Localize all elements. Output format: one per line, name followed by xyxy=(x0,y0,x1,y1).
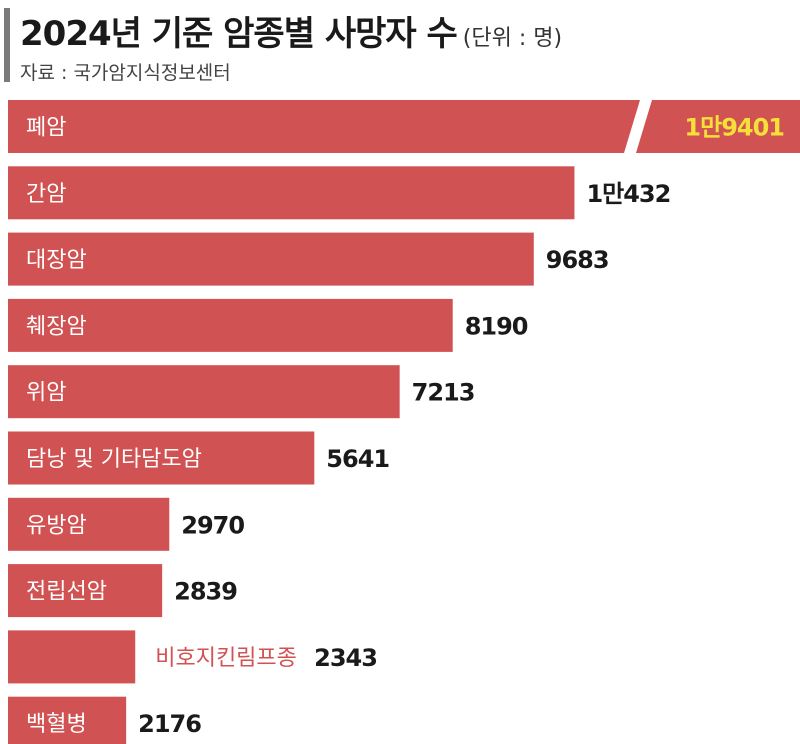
category-label-10: 백혈병 xyxy=(26,712,87,737)
value-label-8: 2839 xyxy=(174,578,237,606)
chart-title: 2024년 기준 암종별 사망자 수 (단위 : 명) xyxy=(20,6,562,55)
title-accent-bar xyxy=(4,8,10,82)
bar-9 xyxy=(8,630,136,684)
bar-2 xyxy=(8,166,575,220)
value-label-3: 9683 xyxy=(546,246,609,274)
unit-label: (단위 : 명) xyxy=(462,26,563,51)
category-label-5: 위암 xyxy=(26,381,66,406)
bar-8 xyxy=(8,564,163,618)
category-label-6: 담낭 및 기타담도암 xyxy=(26,447,202,472)
value-label-7: 2970 xyxy=(181,511,244,539)
category-label-7: 유방암 xyxy=(26,513,87,538)
chart-title-text: 2024년 기준 암종별 사망자 수 xyxy=(20,14,458,54)
bar-10 xyxy=(8,696,127,744)
category-label-3: 대장암 xyxy=(26,248,87,273)
bar-6 xyxy=(8,431,315,485)
value-label-6: 5641 xyxy=(326,445,389,473)
value-label-10: 2176 xyxy=(138,710,201,738)
bar-4 xyxy=(8,298,453,352)
bar-5 xyxy=(8,365,400,419)
category-label-4: 췌장암 xyxy=(26,314,87,339)
value-label-2: 1만432 xyxy=(586,180,670,208)
bar-7 xyxy=(8,497,170,551)
category-label-9: 비호지킨림프종 xyxy=(155,646,297,671)
value-label-5: 7213 xyxy=(412,379,475,407)
bar-3 xyxy=(8,232,534,286)
source-note: 자료 : 국가암지식정보센터 xyxy=(20,62,231,84)
category-label-2: 간암 xyxy=(26,182,66,207)
category-label-1: 폐암 xyxy=(26,116,66,141)
value-label-1: 1만9401 xyxy=(684,114,784,142)
category-label-8: 전립선암 xyxy=(26,580,107,605)
value-label-4: 8190 xyxy=(465,312,528,340)
value-label-9: 2343 xyxy=(314,644,377,672)
bar-1 xyxy=(8,100,800,153)
axis-break-mark xyxy=(624,100,652,153)
